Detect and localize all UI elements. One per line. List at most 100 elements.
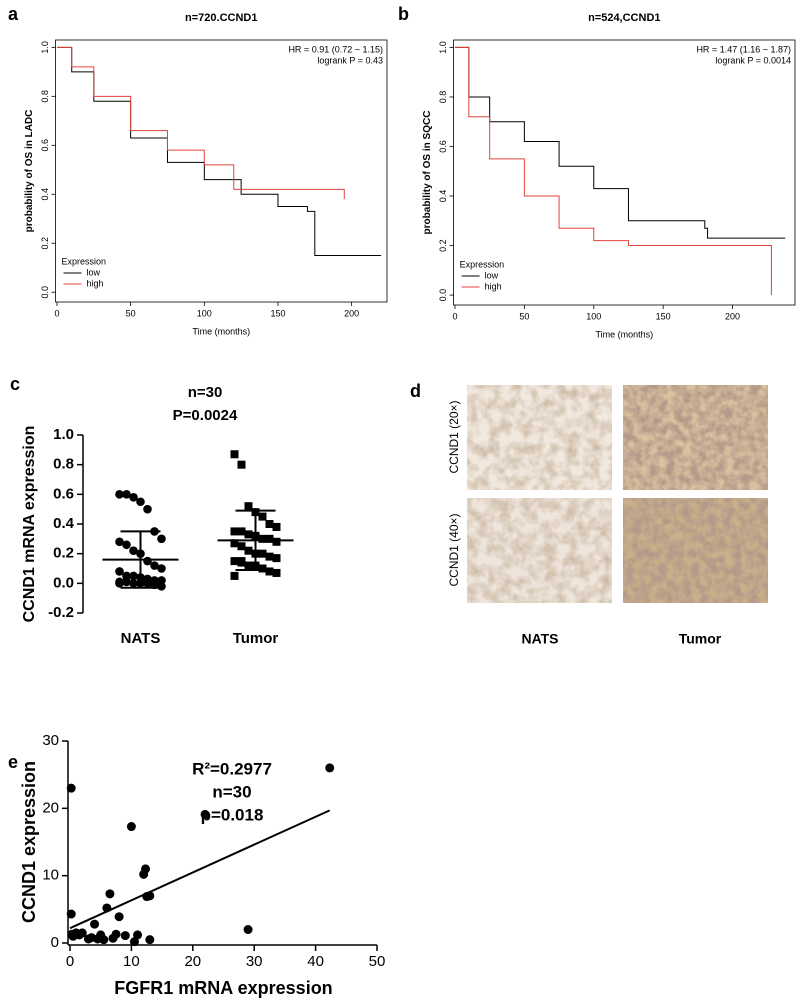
data-point — [115, 490, 124, 499]
col-label: Tumor — [679, 631, 722, 647]
col-label: NATS — [521, 631, 558, 647]
survival-curve — [56, 46, 345, 200]
x-tick-label: NATS — [121, 630, 161, 647]
data-point — [120, 931, 130, 941]
y-tick-label: 0.2 — [438, 239, 448, 252]
data-point — [230, 557, 239, 566]
data-point — [145, 935, 155, 945]
legend-label: low — [485, 270, 499, 280]
data-point — [129, 937, 139, 947]
legend-label: high — [87, 278, 104, 288]
data-point — [133, 930, 143, 940]
micrograph-texture — [467, 498, 612, 603]
data-point — [265, 520, 274, 528]
y-tick-label: 0.8 — [53, 456, 74, 473]
survival-curve — [454, 46, 786, 239]
y-tick-label: 10 — [42, 867, 59, 884]
x-tick-label: 20 — [184, 953, 201, 970]
x-tick-label: Tumor — [233, 630, 279, 647]
data-point — [244, 530, 253, 539]
data-point — [129, 571, 138, 581]
y-tick-label: 20 — [42, 799, 59, 816]
data-point — [265, 567, 274, 576]
chart-title: n=30 — [188, 384, 223, 401]
x-tick-label: 200 — [725, 311, 740, 321]
data-point — [237, 527, 246, 536]
data-point — [237, 542, 246, 551]
data-point — [143, 579, 152, 588]
y-tick-label: 0.6 — [40, 139, 50, 152]
y-tick-label: 0 — [51, 934, 59, 951]
y-axis-label: probability of OS in LADC — [24, 110, 35, 233]
chart-title: R²=0.2977 — [192, 759, 272, 778]
x-tick-label: 100 — [586, 311, 601, 321]
survival-curve — [454, 46, 772, 296]
data-point — [105, 889, 115, 899]
data-point — [244, 546, 253, 555]
data-point — [157, 534, 166, 544]
annotation: HR = 0.91 (0.72 − 1.15) — [288, 44, 383, 54]
x-tick-label: 30 — [246, 953, 263, 970]
x-tick-label: 0 — [452, 311, 457, 321]
data-point — [115, 579, 124, 588]
data-point — [126, 822, 136, 832]
data-point — [258, 534, 267, 543]
data-point — [129, 579, 138, 588]
data-point — [145, 891, 155, 901]
data-point — [243, 925, 253, 935]
data-point — [102, 903, 112, 913]
plot-frame — [55, 39, 388, 303]
chart-title: p=0.018 — [201, 805, 264, 824]
data-point — [272, 554, 281, 563]
micrograph-texture — [623, 385, 768, 490]
data-point — [200, 809, 210, 819]
data-point — [66, 783, 76, 793]
y-axis-label: CCND1 expression — [19, 761, 39, 923]
annotation: logrank P = 0.0014 — [715, 55, 791, 65]
data-point — [272, 522, 281, 531]
x-axis-label: FGFR1 mRNA expression — [114, 978, 332, 998]
y-tick-label: 0.0 — [40, 286, 50, 299]
data-point — [150, 561, 159, 570]
y-tick-label: 1.0 — [438, 41, 448, 54]
data-point — [258, 512, 267, 521]
x-tick-label: 200 — [344, 308, 359, 318]
y-tick-label: 0.2 — [53, 545, 74, 562]
x-tick-label: 0 — [54, 308, 59, 318]
y-tick-label: 1.0 — [53, 426, 74, 443]
data-point — [141, 864, 151, 874]
y-tick-label: 1.0 — [40, 41, 50, 54]
data-point — [86, 933, 96, 943]
data-point — [122, 490, 131, 499]
y-tick-label: 30 — [42, 732, 59, 749]
micrograph-texture — [623, 498, 768, 603]
data-point — [66, 909, 76, 919]
legend-title: Expression — [62, 256, 107, 266]
panel-letter: e — [8, 752, 18, 772]
chart-title: n=524,CCND1 — [588, 12, 660, 24]
y-axis-label: CCND1 mRNA expression — [21, 426, 38, 623]
x-tick-label: 50 — [519, 311, 529, 321]
x-tick-label: 50 — [369, 953, 386, 970]
data-point — [143, 504, 152, 514]
panel-letter: d — [410, 381, 421, 401]
data-point — [115, 537, 124, 547]
data-point — [114, 912, 124, 922]
x-tick-label: 10 — [123, 953, 140, 970]
data-point — [230, 571, 239, 580]
data-point — [136, 497, 145, 507]
regression-line — [69, 809, 331, 930]
y-tick-label: 0.6 — [53, 485, 74, 502]
y-tick-label: 0.6 — [438, 140, 448, 153]
y-tick-label: 0.0 — [53, 574, 74, 591]
row-label: CCND1 (40×) — [447, 513, 461, 586]
data-point — [129, 546, 138, 555]
y-tick-label: 0.0 — [438, 289, 448, 302]
data-point — [244, 561, 253, 570]
survival-curve — [56, 46, 382, 256]
data-point — [265, 552, 274, 561]
data-point — [272, 568, 281, 577]
legend-label: high — [485, 281, 502, 291]
plot-frame — [453, 39, 796, 306]
x-tick-label: 50 — [126, 308, 136, 318]
